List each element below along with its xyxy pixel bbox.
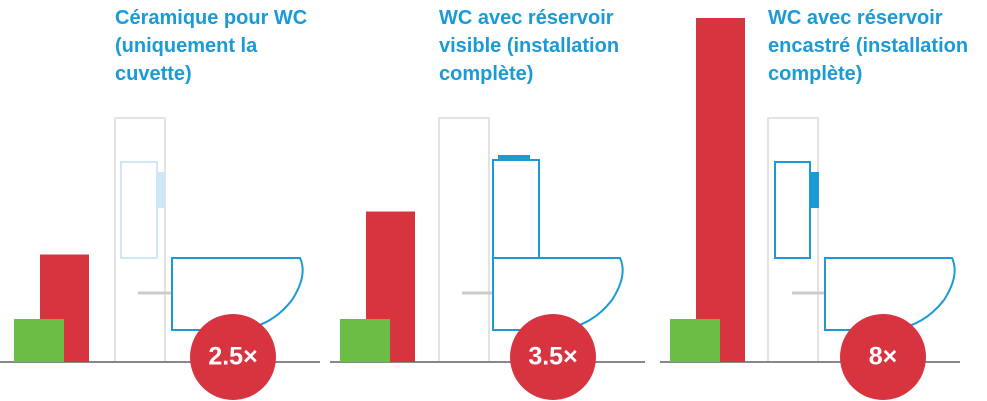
value-label: 2.5× (208, 343, 257, 371)
bar (696, 18, 745, 362)
cistern (120, 161, 158, 259)
cistern (492, 159, 540, 259)
panel-title: WC avec réservoir encastré (installation… (768, 7, 969, 85)
bar (14, 319, 64, 362)
button (811, 172, 819, 208)
ratio-badge (510, 314, 596, 400)
button (498, 155, 530, 161)
bar (340, 319, 390, 362)
panel-title: Céramique pour WC (uniquement la cuvette… (115, 7, 308, 85)
wall (438, 117, 490, 363)
ratio-badge (190, 314, 276, 400)
value-label: 8× (869, 343, 898, 371)
bar (670, 319, 720, 362)
cistern (774, 161, 811, 259)
value-label: 3.5× (528, 343, 577, 371)
button (157, 172, 165, 208)
panel-title: WC avec réservoir visible (installation … (439, 7, 620, 85)
ratio-badge (840, 314, 926, 400)
